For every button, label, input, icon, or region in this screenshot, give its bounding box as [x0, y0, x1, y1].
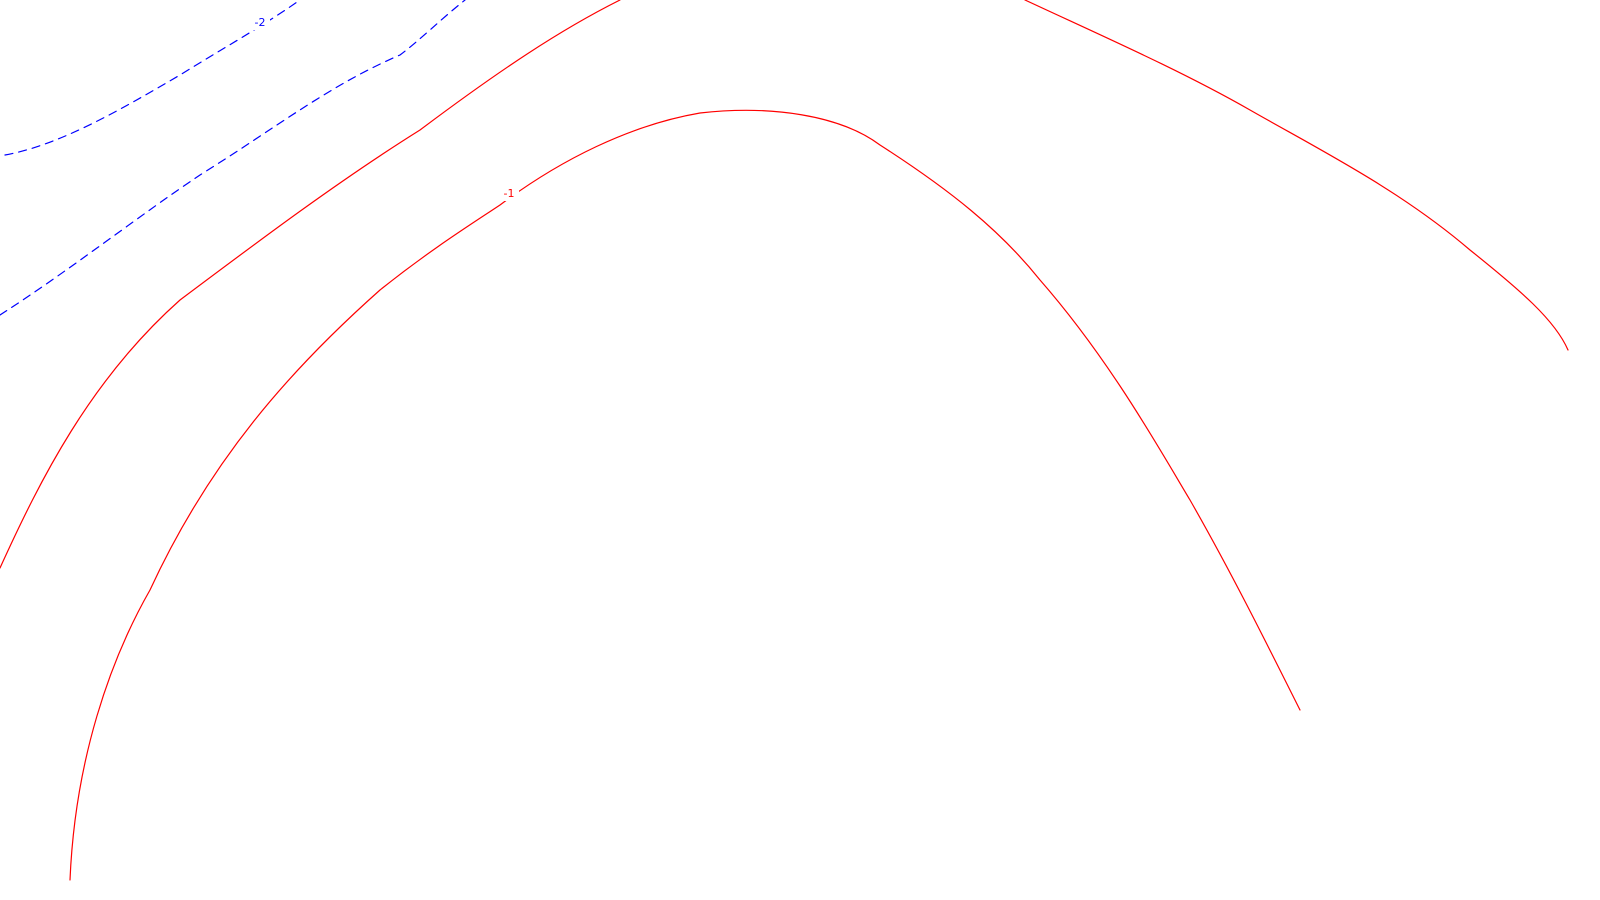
contour-line-lower-dashed	[0, 0, 466, 316]
contour-label-background	[499, 187, 519, 201]
contour-label-background	[250, 16, 270, 30]
contour-line-inner	[69, 109, 1301, 881]
contour-line-outer	[0, 0, 1569, 569]
contour-label: -1	[504, 187, 515, 200]
contour-label: -2	[255, 16, 266, 29]
